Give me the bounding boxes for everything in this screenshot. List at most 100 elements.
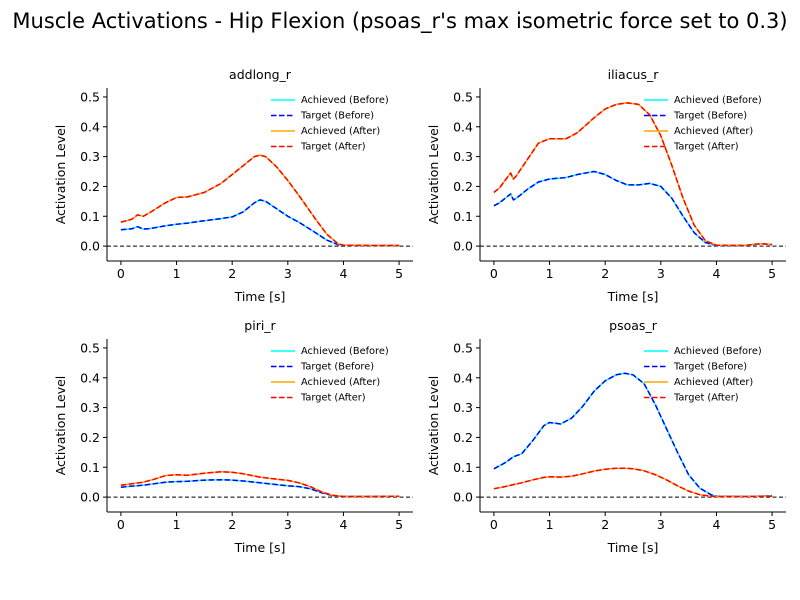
y-tick-label: 0.0 — [453, 239, 473, 254]
subplot-iliacus-r: iliacus_r 0 1 2 3 4 5 0.0 0.1 0.2 0.3 0.4 0.5 Time [s… — [426, 67, 786, 304]
legend: Achieved (Before) Target (Before) Achieved… — [271, 346, 389, 404]
series-line-target-after — [493, 467, 773, 498]
y-axis-label: Activation Level — [53, 376, 68, 476]
legend-label: Achieved (After) — [301, 126, 380, 137]
y-tick-label: 0.2 — [80, 430, 100, 445]
x-tick-label: 1 — [546, 517, 554, 532]
legend-label: Achieved (Before) — [674, 95, 762, 106]
series-line-target-after — [120, 470, 400, 498]
x-tick-label: 2 — [601, 517, 609, 532]
y-tick-label: 0.3 — [80, 149, 100, 164]
y-axis-label: Activation Level — [426, 376, 441, 476]
x-tick-label: 3 — [284, 266, 292, 281]
subplot-piri-r: piri_r 0 1 2 3 4 5 0.0 0.1 0.2 0.3 0.4 0.5 Time [s] Ac… — [53, 318, 413, 555]
x-axis-label: Time [s] — [607, 289, 659, 304]
legend: Achieved (Before) Target (Before) Achieved… — [271, 95, 389, 153]
x-axis-label: Time [s] — [234, 289, 286, 304]
y-tick-label: 0.2 — [453, 430, 473, 445]
subplot-title: psoas_r — [609, 318, 658, 333]
x-tick-label: 3 — [657, 266, 665, 281]
series-line-achieved-before — [493, 170, 773, 247]
subplot-addlong-r: addlong_r 0 1 2 3 4 5 0.0 0.1 0.2 0.3 0.4 0.5 Time [s… — [53, 67, 413, 304]
y-axis-label: Activation Level — [426, 125, 441, 225]
x-tick-label: 4 — [712, 517, 720, 532]
x-tick-label: 5 — [768, 266, 776, 281]
y-tick-label: 0.4 — [453, 370, 473, 385]
legend-label: Achieved (Before) — [301, 95, 389, 106]
legend-label: Target (Before) — [300, 362, 374, 373]
y-tick-label: 0.3 — [80, 400, 100, 415]
legend-label: Target (After) — [673, 142, 739, 153]
series-line-target-before — [493, 170, 773, 247]
series-line-target-after — [120, 154, 400, 247]
x-tick-label: 2 — [601, 266, 609, 281]
legend-label: Target (After) — [300, 142, 366, 153]
subplot-title: addlong_r — [229, 67, 292, 82]
subplot-title: iliacus_r — [608, 67, 660, 82]
y-axis-label: Activation Level — [53, 125, 68, 225]
x-tick-label: 0 — [490, 517, 498, 532]
y-tick-label: 0.0 — [80, 490, 100, 505]
x-tick-label: 0 — [117, 517, 125, 532]
legend: Achieved (Before) Target (Before) Achieved… — [644, 95, 762, 153]
y-tick-label: 0.1 — [453, 209, 473, 224]
series-line-target-after — [493, 102, 773, 247]
y-tick-label: 0.5 — [453, 340, 473, 355]
legend-label: Target (Before) — [300, 111, 374, 122]
y-tick-label: 0.2 — [80, 179, 100, 194]
series-line-achieved-after — [493, 102, 773, 247]
legend-label: Achieved (Before) — [301, 346, 389, 357]
series-line-target-before — [120, 199, 400, 247]
x-tick-label: 3 — [657, 517, 665, 532]
series-line-target-before — [493, 372, 773, 498]
y-tick-label: 0.5 — [80, 340, 100, 355]
legend-label: Achieved (After) — [674, 377, 753, 388]
x-tick-label: 3 — [284, 517, 292, 532]
y-tick-label: 0.4 — [80, 370, 100, 385]
y-tick-label: 0.5 — [80, 89, 100, 104]
x-tick-label: 1 — [173, 266, 181, 281]
subplot-grid: addlong_r 0 1 2 3 4 5 0.0 0.1 0.2 0.3 0.4 0.5 Time [s… — [53, 67, 786, 555]
y-tick-label: 0.4 — [80, 119, 100, 134]
legend-label: Achieved (After) — [301, 377, 380, 388]
legend-label: Achieved (Before) — [674, 346, 762, 357]
x-tick-label: 1 — [546, 266, 554, 281]
y-tick-label: 0.4 — [453, 119, 473, 134]
y-tick-label: 0.1 — [80, 209, 100, 224]
y-tick-label: 0.0 — [80, 239, 100, 254]
x-tick-label: 2 — [228, 266, 236, 281]
x-axis-label: Time [s] — [607, 540, 659, 555]
series-line-achieved-before — [120, 199, 400, 247]
x-tick-label: 5 — [768, 517, 776, 532]
x-tick-label: 5 — [395, 517, 403, 532]
x-tick-label: 1 — [173, 517, 181, 532]
legend-label: Achieved (After) — [674, 126, 753, 137]
y-tick-label: 0.1 — [80, 460, 100, 475]
legend-label: Target (Before) — [673, 362, 747, 373]
y-tick-label: 0.3 — [453, 149, 473, 164]
y-tick-label: 0.3 — [453, 400, 473, 415]
legend-label: Target (After) — [300, 393, 366, 404]
x-tick-label: 4 — [339, 517, 347, 532]
x-tick-label: 4 — [339, 266, 347, 281]
x-tick-label: 0 — [490, 266, 498, 281]
x-tick-label: 0 — [117, 266, 125, 281]
x-tick-label: 4 — [712, 266, 720, 281]
legend: Achieved (Before) Target (Before) Achieved… — [644, 346, 762, 404]
x-tick-label: 5 — [395, 266, 403, 281]
x-axis-label: Time [s] — [234, 540, 286, 555]
subplot-title: piri_r — [244, 318, 276, 333]
y-tick-label: 0.2 — [453, 179, 473, 194]
series-line-achieved-after — [493, 467, 773, 498]
legend-label: Target (After) — [673, 393, 739, 404]
series-line-achieved-after — [120, 470, 400, 498]
figure-title: Muscle Activations - Hip Flexion (psoas_… — [12, 9, 787, 34]
x-tick-label: 2 — [228, 517, 236, 532]
series-line-target-before — [120, 479, 400, 498]
y-tick-label: 0.0 — [453, 490, 473, 505]
subplot-psoas-r: psoas_r 0 1 2 3 4 5 0.0 0.1 0.2 0.3 0.4 0.5 Time [s] A… — [426, 318, 786, 555]
y-tick-label: 0.5 — [453, 89, 473, 104]
legend-label: Target (Before) — [673, 111, 747, 122]
y-tick-label: 0.1 — [453, 460, 473, 475]
